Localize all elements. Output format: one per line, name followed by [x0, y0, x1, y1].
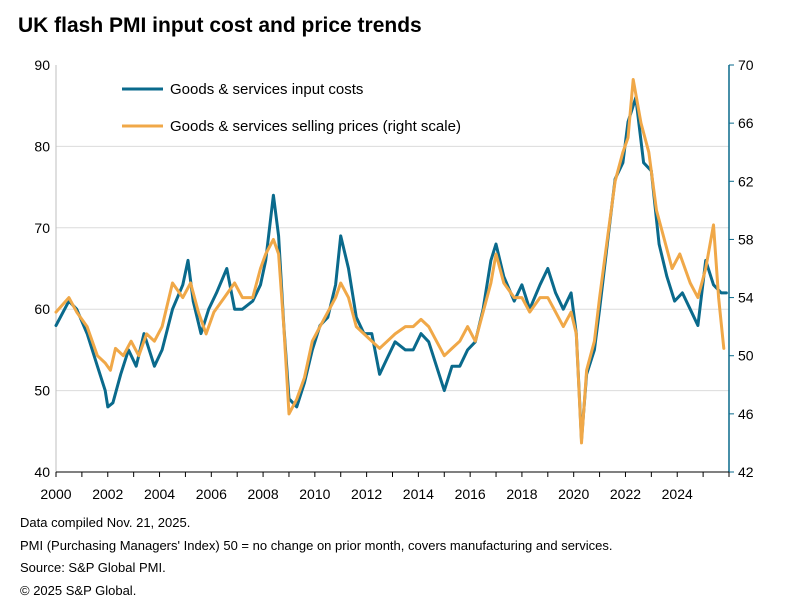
x-tick-2010: 2010 [299, 486, 330, 502]
x-tick-2006: 2006 [196, 486, 227, 502]
y-left-tick-50: 50 [34, 383, 50, 399]
footnote-data-compiled: Data compiled Nov. 21, 2025. [20, 515, 191, 530]
x-tick-2008: 2008 [247, 486, 278, 502]
legend-label-2: Goods & services selling prices (right s… [170, 118, 461, 135]
footnote-copyright: © 2025 S&P Global. [20, 583, 137, 598]
y-right-tick-42: 42 [738, 464, 754, 480]
x-tick-2018: 2018 [506, 486, 537, 502]
x-tick-2022: 2022 [610, 486, 641, 502]
y-right-tick-62: 62 [738, 173, 754, 189]
legend-label-1: Goods & services input costs [170, 81, 363, 98]
x-tick-2024: 2024 [662, 486, 693, 502]
chart-title: UK flash PMI input cost and price trends [18, 14, 422, 37]
y-left-tick-60: 60 [34, 301, 50, 317]
x-tick-2020: 2020 [558, 486, 589, 502]
y-left-tick-70: 70 [34, 220, 50, 236]
y-right-tick-46: 46 [738, 406, 754, 422]
y-right-tick-70: 70 [738, 57, 754, 73]
x-tick-2012: 2012 [351, 486, 382, 502]
x-tick-2002: 2002 [92, 486, 123, 502]
y-right-tick-54: 54 [738, 290, 754, 306]
y-left-tick-80: 80 [34, 138, 50, 154]
x-tick-2016: 2016 [455, 486, 486, 502]
series-line-input-costs [54, 96, 728, 441]
y-left-tick-90: 90 [34, 57, 50, 73]
x-tick-2014: 2014 [403, 486, 434, 502]
y-left-tick-40: 40 [34, 464, 50, 480]
footnote-source: Source: S&P Global PMI. [20, 560, 166, 575]
y-right-tick-58: 58 [738, 231, 754, 247]
series-line-selling-prices [54, 78, 726, 445]
x-tick-2004: 2004 [144, 486, 175, 502]
x-tick-2000: 2000 [40, 486, 71, 502]
y-right-tick-66: 66 [738, 115, 754, 131]
footnote-pmi-definition: PMI (Purchasing Managers' Index) 50 = no… [20, 538, 613, 553]
y-right-tick-50: 50 [738, 348, 754, 364]
